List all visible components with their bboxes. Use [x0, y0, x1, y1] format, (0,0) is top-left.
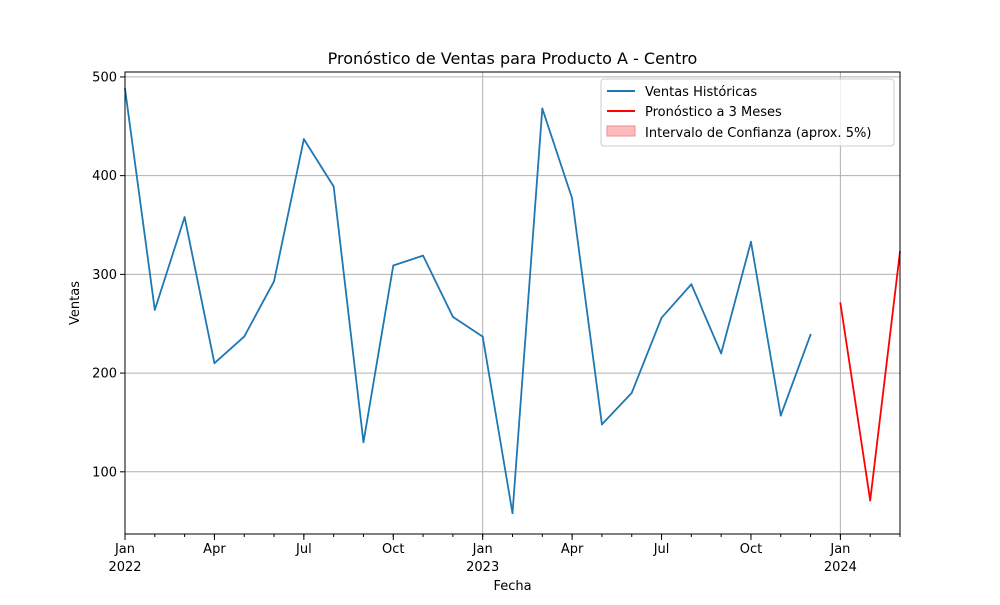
x-tick-label: Jan — [472, 542, 493, 557]
x-tick-label: Apr — [561, 542, 584, 557]
data-point — [481, 335, 484, 338]
x-tick-label: Oct — [740, 542, 762, 557]
legend-box — [600, 78, 895, 147]
data-point — [243, 335, 246, 338]
data-point — [183, 216, 186, 219]
x-tick-label: Jan — [829, 542, 850, 557]
data-point — [213, 362, 216, 365]
x-axis-ticks: Jan 2022 Apr Jul Oct Jan 2023 Apr Jul Oct Jan 2024 — [108, 534, 901, 575]
legend: Ventas Históricas Pronóstico a 3 Meses I… — [600, 78, 895, 147]
legend-confidence-label: Intervalo de Confianza (aprox. 5%) — [645, 126, 871, 141]
data-point — [839, 302, 842, 304]
y-tick-label: 200 — [92, 367, 117, 382]
data-point — [660, 316, 663, 319]
data-point — [571, 197, 574, 200]
legend-forecast-label: Pronóstico a 3 Meses — [645, 105, 782, 120]
data-point — [809, 333, 812, 336]
data-point — [392, 264, 395, 267]
data-point — [511, 512, 514, 515]
data-point — [750, 240, 752, 243]
data-point — [541, 107, 544, 110]
y-tick-label: 500 — [92, 70, 117, 85]
data-point — [869, 499, 872, 502]
data-point — [451, 315, 454, 318]
series-line-0 — [124, 88, 812, 515]
data-point — [362, 441, 365, 444]
legend-historical-label: Ventas Históricas — [645, 85, 757, 100]
data-point — [153, 309, 156, 311]
x-tick-label: Jul — [653, 542, 670, 557]
data-point — [422, 254, 424, 257]
data-point — [779, 414, 782, 417]
data-point — [273, 280, 275, 283]
y-tick-label: 400 — [92, 169, 117, 184]
x-tick-year-label: 2024 — [824, 560, 857, 575]
y-tick-label: 100 — [92, 465, 117, 480]
x-tick-label: Oct — [382, 542, 404, 557]
x-axis-label: Fecha — [493, 579, 531, 594]
x-tick-label: Jul — [295, 542, 312, 557]
data-point — [302, 138, 305, 141]
y-axis-label: Ventas — [68, 281, 83, 325]
x-tick-label: Jan — [114, 542, 135, 557]
legend-confidence-swatch — [606, 125, 636, 137]
chart-title: Pronóstico de Ventas para Producto A - C… — [328, 49, 698, 68]
data-point — [630, 391, 633, 394]
y-axis-ticks: 100 200 300 400 500 — [92, 70, 125, 480]
data-point — [720, 352, 723, 355]
x-tick-year-label: 2022 — [108, 560, 141, 575]
data-point — [690, 283, 693, 286]
x-tick-label: Apr — [203, 542, 226, 557]
x-tick-year-label: 2023 — [466, 560, 499, 575]
data-point — [332, 185, 335, 188]
data-point — [601, 423, 603, 426]
y-tick-label: 300 — [92, 268, 117, 283]
